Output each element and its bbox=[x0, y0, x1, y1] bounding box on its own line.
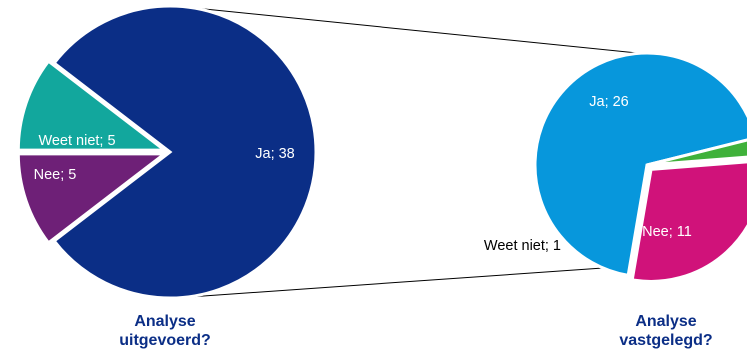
slice-weet-niet bbox=[646, 138, 747, 167]
data-label-nee: Nee; 11 bbox=[642, 224, 692, 240]
pie-title-uitgevoerd-line2: uitgevoerd? bbox=[119, 332, 211, 349]
pie-title-uitgevoerd-line1: Analyse bbox=[134, 313, 196, 330]
pie-title-uitgevoerd: Analyse uitgevoerd? bbox=[90, 312, 240, 350]
pie-title-vastgelegd: Analyse vastgelegd? bbox=[591, 312, 741, 350]
pie-analyse-vastgelegd: Ja; 26 Nee; 11 Weet niet; 1 bbox=[484, 51, 747, 283]
data-label-weet-niet: Weet niet; 1 bbox=[484, 238, 561, 254]
data-label-ja: Ja; 26 bbox=[589, 94, 629, 110]
pie-title-vastgelegd-line2: vastgelegd? bbox=[619, 332, 713, 349]
slice-weet-niet bbox=[16, 59, 169, 152]
data-label-weet-niet: Weet niet; 5 bbox=[38, 133, 115, 149]
slice-ja bbox=[533, 51, 747, 278]
data-label-nee: Nee; 5 bbox=[34, 167, 77, 183]
pie-title-vastgelegd-line1: Analyse bbox=[635, 313, 697, 330]
connector-line-top bbox=[174, 5, 648, 55]
slice-ja bbox=[52, 4, 318, 300]
data-label-ja: Ja; 38 bbox=[255, 146, 295, 162]
pie-analyse-uitgevoerd: Ja; 38 Weet niet; 5 Nee; 5 bbox=[16, 4, 318, 300]
slice-nee bbox=[16, 152, 169, 245]
slice-nee bbox=[630, 160, 747, 283]
connector-lines bbox=[174, 5, 648, 299]
connector-line-bottom bbox=[174, 267, 604, 299]
